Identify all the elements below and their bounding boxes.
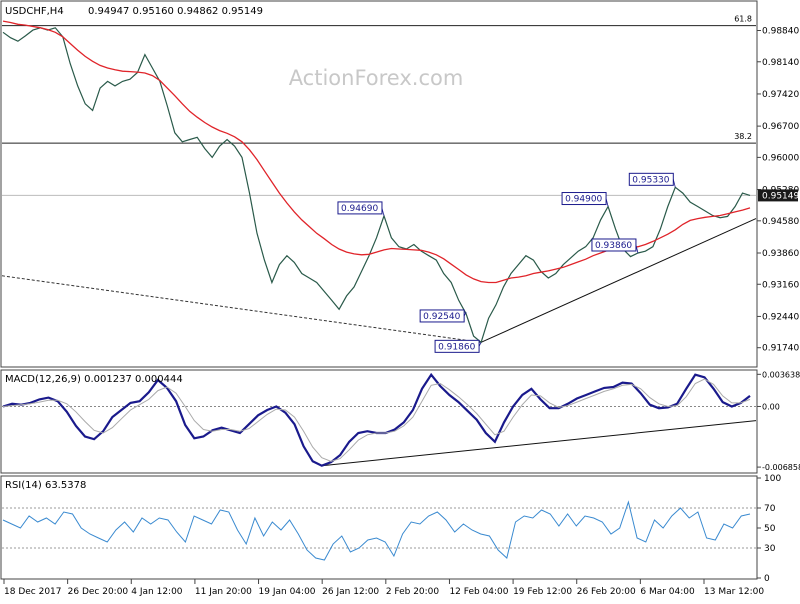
x-tick-label: 13 Mar 12:00 <box>704 587 764 597</box>
price-annotation: 0.95330 <box>632 175 669 185</box>
annotation-leader <box>381 207 385 217</box>
annotation-leader <box>672 179 676 188</box>
dashed-trendline <box>1 275 482 343</box>
rsi-tick-label: 0 <box>764 574 770 584</box>
x-tick-label: 2 Feb 20:00 <box>386 587 440 597</box>
macd-tick-label: -0.006858 <box>762 463 800 472</box>
annotation-leader <box>605 198 609 207</box>
level-label: 61.8 <box>734 15 752 24</box>
price-tick-label: 0.98140 <box>762 58 799 68</box>
price-annotation: 0.91860 <box>438 342 475 352</box>
last-price-badge <box>758 189 798 202</box>
price-tick-label: 0.93160 <box>762 280 799 290</box>
price-tick-label: 0.96000 <box>762 153 799 163</box>
rsi-title: RSI(14) 63.5378 <box>5 480 86 491</box>
price-annotation: 0.92540 <box>423 312 460 322</box>
price-tick-label: 0.98840 <box>762 27 799 37</box>
price-tick-label: 0.97420 <box>762 90 799 100</box>
x-tick-label: 6 Mar 04:00 <box>640 587 695 597</box>
price-annotation: 0.94690 <box>341 204 378 214</box>
rsi-panel <box>0 475 758 580</box>
rsi-tick-label: 100 <box>764 474 781 484</box>
price-tick-label: 0.92440 <box>762 312 799 322</box>
watermark: ActionForex.com <box>289 66 464 90</box>
price-tick-label: 0.91740 <box>762 344 799 354</box>
price-annotation: 0.94900 <box>565 195 602 205</box>
price-tick-label: 0.93860 <box>762 249 799 259</box>
macd-signal-line <box>2 378 751 462</box>
x-tick-label: 12 Feb 04:00 <box>449 587 508 597</box>
annotation-leader <box>478 342 482 347</box>
x-tick-label: 19 Jan 04:00 <box>259 587 316 597</box>
macd-tick-label: 0.003638 <box>762 370 800 379</box>
x-tick-label: 26 Feb 20:00 <box>577 587 636 597</box>
price-annotation: 0.93860 <box>595 241 632 251</box>
price-tick-label: 0.96700 <box>762 122 799 132</box>
rsi-line <box>2 500 751 561</box>
x-tick-label: 26 Dec 20:00 <box>68 587 129 597</box>
price-tick-label: 0.94580 <box>762 217 799 227</box>
macd-trendline <box>321 420 757 467</box>
rsi-tick-label: 50 <box>764 524 776 534</box>
x-tick-label: 4 Jan 12:00 <box>131 587 183 597</box>
macd-title: MACD(12,26,9) 0.001237 0.000444 <box>5 374 183 385</box>
annotation-leader <box>463 311 467 317</box>
x-tick-label: 18 Dec 2017 <box>4 587 62 597</box>
macd-panel <box>0 369 758 474</box>
ohlc-header: 0.94947 0.95160 0.94862 0.95149 <box>88 6 263 17</box>
support-trendline <box>480 218 757 343</box>
rsi-tick-label: 70 <box>764 504 776 514</box>
level-label: 38.2 <box>734 132 752 141</box>
annotation-leader <box>635 244 639 254</box>
rsi-tick-label: 30 <box>764 544 776 554</box>
x-tick-label: 19 Feb 12:00 <box>513 587 572 597</box>
macd-tick-label: 0.00 <box>762 402 780 411</box>
last-price-label: 0.95149 <box>762 191 799 201</box>
x-tick-label: 11 Jan 20:00 <box>195 587 252 597</box>
x-tick-label: 26 Jan 12:00 <box>322 587 379 597</box>
price-series-line <box>2 27 751 344</box>
price-title: USDCHF,H4 <box>5 6 64 17</box>
